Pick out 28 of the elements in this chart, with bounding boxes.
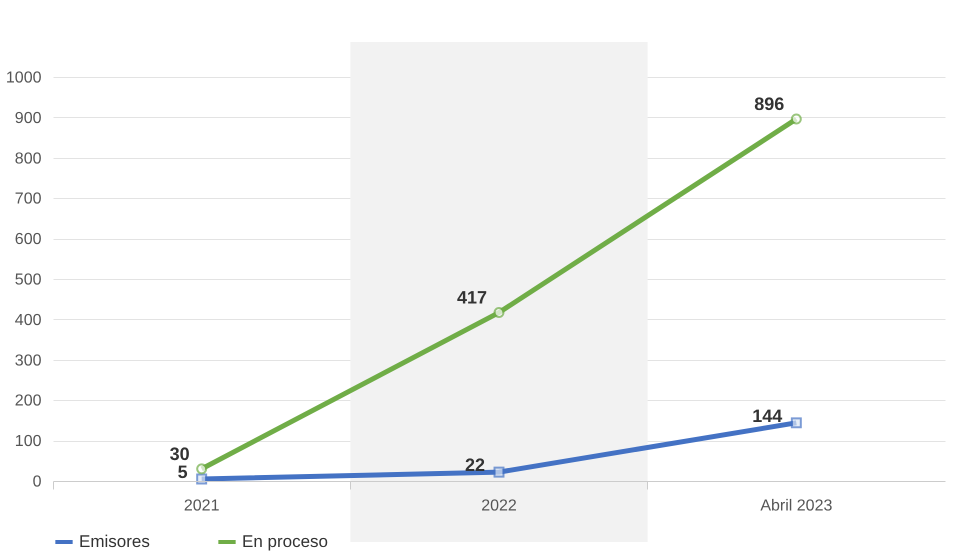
y-tick-label: 300 bbox=[14, 352, 42, 370]
point bbox=[196, 474, 208, 484]
point bbox=[494, 307, 504, 318]
y-tick-label: 900 bbox=[14, 110, 42, 127]
y-tick-label: 0 bbox=[32, 474, 42, 490]
data-label: 144 bbox=[752, 406, 782, 426]
y-tick-label: 800 bbox=[14, 150, 42, 168]
x-tick-label: 2022 bbox=[481, 498, 517, 514]
y-tick-label: 600 bbox=[14, 231, 42, 248]
data-label: 22 bbox=[464, 455, 485, 476]
point bbox=[790, 114, 802, 124]
data-label: 896 bbox=[754, 94, 784, 114]
point bbox=[790, 417, 802, 428]
point bbox=[196, 463, 208, 474]
y-tick-label: 200 bbox=[14, 392, 42, 410]
data-label: 417 bbox=[456, 288, 487, 308]
y-tick-label: 1000 bbox=[6, 70, 42, 86]
x-tick-label: 2021 bbox=[184, 498, 220, 514]
x-tick-label: Abril 2023 bbox=[760, 498, 832, 514]
y-tick-label: 700 bbox=[14, 190, 42, 208]
point bbox=[494, 466, 504, 478]
y-tick-label: 400 bbox=[14, 312, 42, 329]
legend-label: Emisores bbox=[79, 532, 150, 551]
data-label: 30 bbox=[170, 444, 190, 464]
legend-label: En proceso bbox=[242, 532, 328, 551]
data-label: 5 bbox=[178, 462, 188, 482]
y-tick-label: 100 bbox=[14, 433, 42, 450]
y-tick-label: 500 bbox=[14, 272, 42, 288]
